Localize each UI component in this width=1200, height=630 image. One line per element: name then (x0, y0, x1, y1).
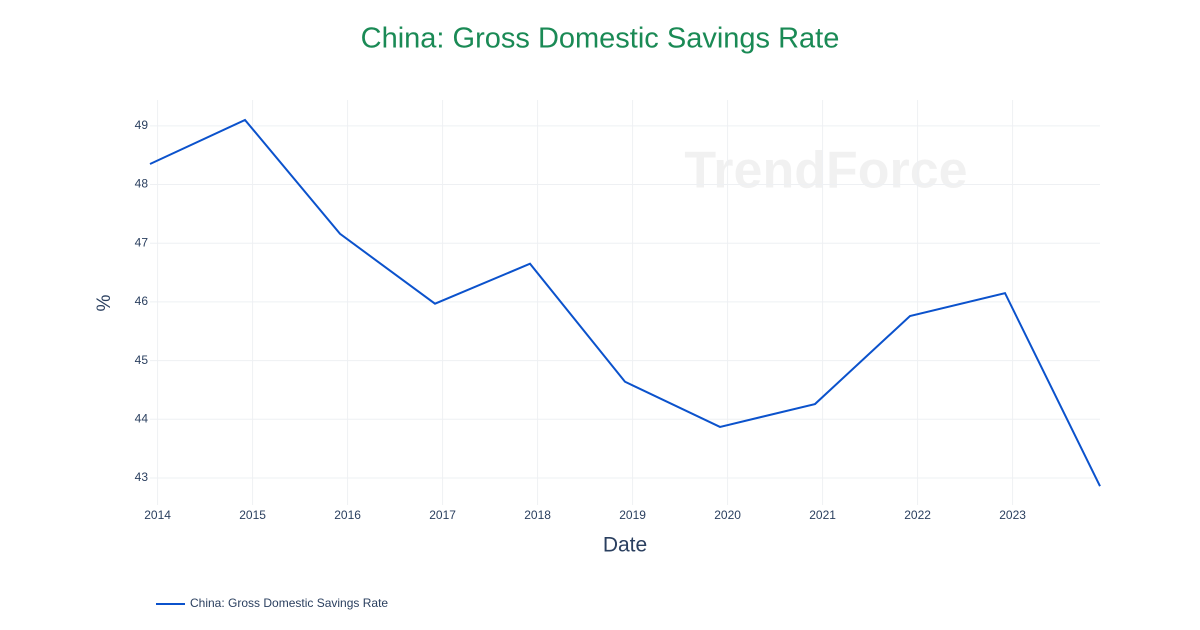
y-tick-label: 48 (135, 177, 149, 191)
x-tick-label: 2020 (714, 508, 741, 522)
x-tick-label: 2023 (999, 508, 1026, 522)
x-tick-label: 2022 (904, 508, 931, 522)
y-tick-label: 44 (135, 411, 149, 425)
x-tick-label: 2015 (239, 508, 266, 522)
x-tick-label: 2019 (619, 508, 646, 522)
watermark: TrendForce (684, 142, 967, 200)
y-tick-label: 47 (135, 235, 149, 249)
x-tick-label: 2017 (429, 508, 456, 522)
x-tick-label: 2016 (334, 508, 361, 522)
y-axis-label: % (94, 294, 115, 311)
x-axis-label: Date (603, 534, 647, 557)
x-tick-label: 2014 (144, 508, 171, 522)
chart-title: China: Gross Domestic Savings Rate (361, 23, 840, 55)
y-tick-label: 45 (135, 353, 149, 367)
y-tick-label: 43 (135, 470, 149, 484)
x-tick-label: 2021 (809, 508, 836, 522)
y-tick-label: 49 (135, 118, 149, 132)
y-tick-label: 46 (135, 294, 149, 308)
data-line (149, 118, 1101, 487)
x-tick-label: 2018 (524, 508, 551, 522)
legend-label: China: Gross Domestic Savings Rate (190, 596, 388, 610)
